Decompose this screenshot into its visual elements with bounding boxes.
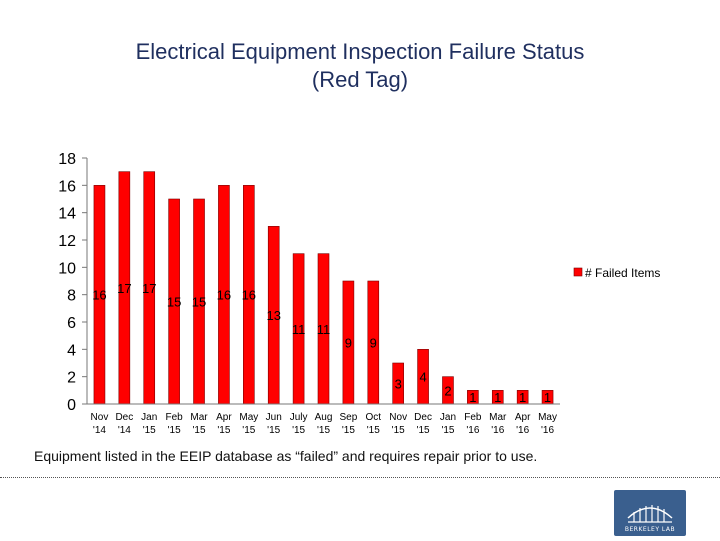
x-tick-label: July '15 [290, 412, 308, 436]
data-label: 3 [395, 377, 402, 392]
data-label: 1 [469, 390, 476, 405]
y-tick-label: 10 [58, 260, 76, 277]
y-tick-label: 18 [58, 151, 76, 168]
data-label: 2 [444, 383, 451, 398]
x-tick-label: Apr '16 [515, 412, 531, 436]
y-tick-label: 14 [58, 206, 76, 223]
data-label: 9 [370, 336, 377, 351]
logo-text: BERKELEY LAB [624, 526, 676, 533]
x-tick-label: Apr '15 [216, 412, 232, 436]
y-tick-label: 8 [67, 288, 76, 305]
data-label: 1 [519, 390, 526, 405]
data-label: 1 [544, 390, 551, 405]
x-tick-label: Jun '15 [266, 412, 282, 436]
y-axis: 0 2 4 6 8 10 12 14 16 18 [58, 151, 88, 414]
data-label: 9 [345, 336, 352, 351]
y-tick-label: 12 [58, 233, 76, 250]
y-tick-label: 6 [67, 315, 76, 332]
data-label: 16 [242, 288, 256, 303]
x-tick-label: Jan '15 [440, 412, 456, 436]
y-tick-label: 2 [67, 370, 76, 387]
data-label: 17 [117, 281, 131, 296]
x-tick-label: Nov '14 [91, 412, 109, 436]
x-tick-label: May '15 [239, 412, 258, 436]
y-tick-label: 16 [58, 178, 76, 195]
x-tick-label: Nov '15 [389, 412, 407, 436]
chart-title: Electrical Equipment Inspection Failure … [40, 38, 680, 94]
data-label: 4 [419, 370, 426, 385]
x-axis: Nov '14 Dec '14 Jan '15 Feb '15 Mar '15 Apr '15 May '… [87, 403, 560, 436]
x-tick-label: Mar '15 [190, 412, 208, 436]
chart-title-line-2: (Red Tag) [311, 67, 409, 92]
chart-caption: Equipment listed in the EEIP database as… [34, 448, 538, 464]
x-tick-label: Feb '15 [166, 412, 184, 436]
data-label: 13 [266, 308, 280, 323]
berkeley-lab-logo: BERKELEY LAB [614, 490, 686, 536]
x-tick-label: Dec '14 [115, 412, 133, 436]
footer-divider [0, 477, 720, 478]
x-tick-label: Aug '15 [315, 412, 333, 436]
x-tick-label: Oct '15 [366, 412, 382, 436]
legend: # Failed Items [573, 266, 660, 280]
data-label: 16 [92, 288, 106, 303]
data-label: 17 [142, 281, 156, 296]
data-label: 15 [167, 295, 181, 310]
x-tick-label: Mar '16 [489, 412, 507, 436]
y-tick-label: 0 [67, 397, 76, 414]
data-label: 11 [292, 322, 306, 337]
data-label: 11 [317, 322, 331, 337]
bars [93, 171, 554, 405]
x-tick-label: Jan '15 [141, 412, 157, 436]
y-tick-label: 4 [67, 342, 76, 359]
data-label: 16 [217, 288, 231, 303]
x-tick-label: Sep '15 [339, 412, 357, 436]
chart-title-line-1: Electrical Equipment Inspection Failure … [135, 39, 585, 64]
x-tick-label: Feb '16 [464, 412, 482, 436]
data-label: 15 [192, 295, 206, 310]
x-tick-label: May '16 [538, 412, 557, 436]
building-icon [627, 505, 673, 523]
legend-label: # Failed Items [585, 266, 660, 280]
x-tick-label: Dec '15 [414, 412, 432, 436]
data-label: 1 [494, 390, 501, 405]
legend-swatch [573, 267, 583, 277]
